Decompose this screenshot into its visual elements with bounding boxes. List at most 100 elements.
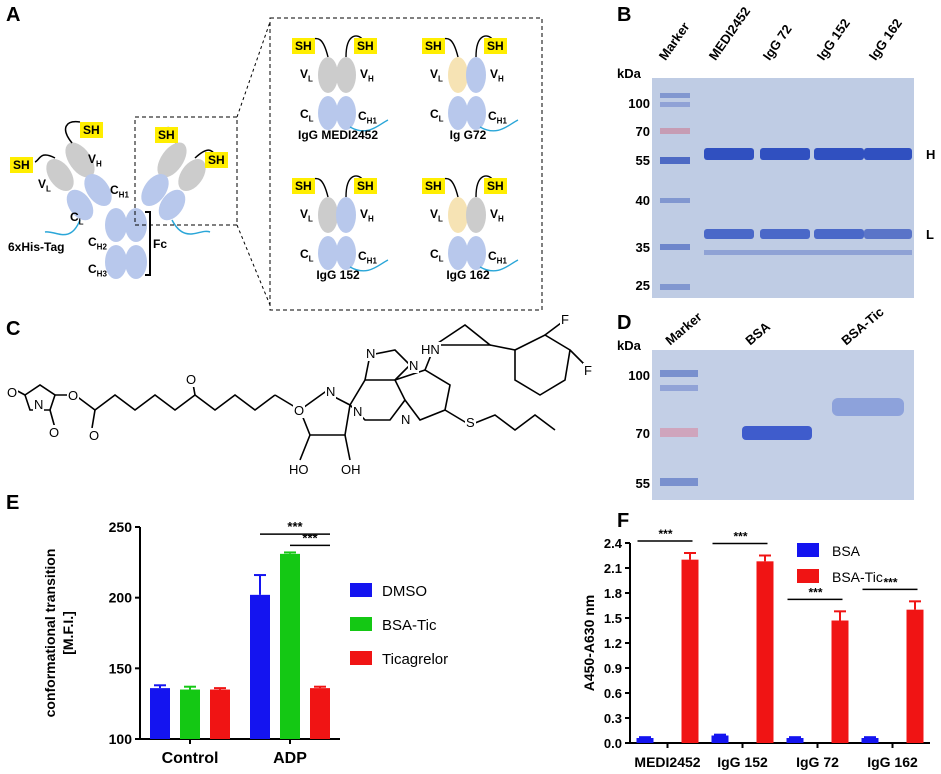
sh-label: SH [80,122,103,138]
atom-label: N [33,397,45,412]
sh-label: SH [354,178,377,194]
sh-label: SH [292,38,315,54]
vh-label: VH [88,152,102,169]
cl-domain [318,236,338,270]
panel-b-sds-gel [652,78,914,298]
cl-label: CL [70,210,84,227]
vh-domain [336,57,356,93]
cl-domain [448,236,468,270]
atom-label: N [352,404,364,419]
y-axis-label: conformational transition [M.F.I.] [42,549,76,718]
sh-label: SH [422,178,445,194]
atom-label: N [408,358,420,373]
legend-swatch [797,543,819,557]
y-tick-label: 0.0 [604,736,622,751]
fc-label: Fc [153,237,168,251]
legend-swatch [350,583,372,597]
bar [180,689,200,739]
ch1-domain [141,173,169,207]
vh-label: VH [490,67,504,84]
vh-domain [65,142,95,178]
bar [210,689,230,739]
sh-label: SH [422,38,445,54]
y-tick-label: 0.3 [604,711,622,726]
vh-label: VH [360,207,374,224]
ch3-domain [105,245,127,279]
y-tick-label: 0.6 [604,686,622,701]
vl-domain [448,197,468,233]
atom-label: F [560,312,570,327]
y-tick-label: 100 [109,731,133,747]
vl-label: VL [300,207,313,224]
bar [861,738,879,743]
ch2-label: CH2 [88,235,107,252]
panel-d-sds-gel [652,350,914,500]
marker-kda-label: 40 [635,193,650,208]
x-tick-label: ADP [273,750,307,767]
cl-domain [448,96,468,130]
kda-label: kDa [617,338,641,353]
ch1-label: CH1 [110,183,129,200]
sh-label: SH [484,178,507,194]
vl-label: VL [430,67,443,84]
ch1-domain [336,236,356,270]
y-tick-label: 1.5 [604,611,622,626]
legend-swatch [350,617,372,631]
bar [756,561,774,743]
ch1-label: CH1 [488,109,507,126]
ch1-domain [466,236,486,270]
sh-label: SH [155,127,178,143]
x-tick-label: Control [162,750,219,767]
marker-kda-label: 55 [635,153,650,168]
y-tick-label: 2.1 [604,561,622,576]
marker-kda-label: 35 [635,240,650,255]
variant-name-label: Ig G72 [449,128,487,142]
cl-domain [318,96,338,130]
significance-label: *** [883,575,897,589]
atom-label: HO [288,462,310,477]
marker-kda-label: 70 [635,426,650,441]
marker-kda-label: 70 [635,124,650,139]
atom-label: N [365,346,377,361]
atom-label: O [88,428,101,443]
x-tick-label: IgG 72 [796,754,839,770]
kda-label: kDa [617,66,641,81]
gel-background [652,78,914,298]
panel-letter-b: B [617,4,632,26]
atom-label: OH [340,462,362,477]
ch1-domain [466,96,486,130]
panel-letter-d: D [617,312,632,334]
legend-label: DMSO [382,583,427,600]
legend-swatch [350,651,372,665]
vl-domain [178,158,206,192]
atom-label: S [465,415,476,430]
bar [906,609,924,743]
atom-label: N [325,384,337,399]
light-chain-label: L [926,227,934,242]
panel-letter-c: C [6,318,21,340]
y-tick-label: 150 [109,660,133,676]
ch1-label: CH1 [488,249,507,266]
legend-label: Ticagrelor [382,651,448,668]
panel-letter-a: A [6,4,21,26]
y-tick-label: 250 [109,519,133,535]
vh-label: VH [360,67,374,84]
bar [310,688,330,739]
significance-label: *** [287,519,303,534]
bar [711,735,729,743]
atom-label: F [583,363,593,378]
sh-label: SH [354,38,377,54]
bar [636,738,654,743]
bar [250,594,270,739]
y-tick-label: 1.2 [604,636,622,651]
legend-label: BSA-Tic [382,617,437,634]
cl-label: CL [430,107,444,124]
vl-label: VL [430,207,443,224]
vh-domain [157,142,187,178]
atom-label: O [293,403,306,418]
atom-label: HN [420,342,441,357]
cl-label: CL [300,247,314,264]
panel-e-bar-chart: 100 150 200 250 conformational transition [M.… [42,519,448,767]
atom-label: O [6,385,19,400]
atom-label: O [48,425,61,440]
